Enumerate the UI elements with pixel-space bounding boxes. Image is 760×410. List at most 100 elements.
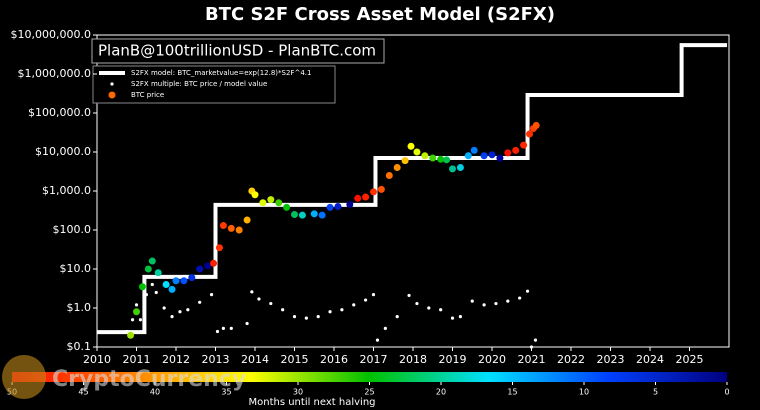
price-dot [180, 277, 188, 285]
x-tick-label: 2013 [202, 353, 230, 366]
multiple-dot [215, 329, 220, 334]
price-dot [362, 193, 370, 201]
price-dot [298, 211, 306, 219]
multiple-dot [304, 316, 308, 320]
price-dot [385, 171, 393, 179]
price-dot [243, 216, 251, 224]
colorbar-tick-label: 30 [293, 388, 303, 397]
multiple-dot [316, 315, 320, 319]
legend-label: S2FX model: BTC_marketvalue=exp(12.8)*S2… [131, 69, 311, 77]
chart-title: BTC S2F Cross Asset Model (S2FX) [205, 4, 555, 25]
multiple-dot [281, 308, 285, 312]
multiple-dot [144, 293, 148, 297]
multiple-dot [415, 301, 419, 306]
colorbar-tick-label: 5 [653, 388, 658, 397]
price-dot [480, 152, 488, 160]
price-dot [162, 281, 170, 289]
price-dot [334, 203, 342, 211]
multiple-dot [518, 296, 522, 300]
multiple-dot [470, 299, 474, 303]
multiple-dot [257, 297, 261, 301]
colorbar-tick-label: 45 [78, 388, 88, 397]
price-dot [127, 331, 135, 339]
price-dot [407, 142, 415, 150]
price-dot [204, 262, 212, 270]
price-dot [210, 259, 218, 267]
multiple-dot [494, 301, 498, 306]
price-dot [346, 201, 354, 209]
multiple-dot [395, 315, 399, 319]
multiple-dot [269, 301, 273, 306]
x-tick-label: 2023 [597, 353, 625, 366]
multiple-dot [198, 300, 202, 304]
price-dot [512, 146, 520, 154]
price-dot [148, 257, 156, 265]
price-dot [283, 203, 291, 211]
multiple-dot [138, 318, 143, 322]
price-dot [154, 269, 162, 277]
price-dot [291, 210, 298, 218]
y-tick-label: $100.0 [53, 223, 92, 236]
multiple-dot [245, 321, 249, 326]
price-dot [437, 155, 445, 163]
y-tick-label: $1,000,000.0 [18, 67, 91, 80]
x-tick-label: 2014 [241, 353, 269, 366]
legend-dot [108, 91, 116, 99]
multiple-dot [170, 315, 174, 319]
legend-box [92, 65, 336, 104]
multiple-dot [506, 299, 510, 303]
price-dot [449, 165, 456, 173]
multiple-dot [439, 308, 443, 312]
price-dot [133, 308, 140, 316]
price-dot [520, 141, 528, 149]
multiple-dot [371, 293, 376, 297]
price-dot [377, 185, 385, 193]
multiple-dot [150, 282, 154, 287]
x-tick-label: 2015 [281, 353, 309, 366]
price-dot [470, 146, 478, 154]
legend-label: BTC price [131, 91, 164, 99]
price-dot [421, 152, 429, 160]
multiple-dot [352, 303, 356, 307]
multiple-dot [229, 326, 233, 330]
x-tick-label: 2017 [360, 353, 388, 366]
multiple-dot [186, 308, 190, 312]
multiple-dot [364, 298, 368, 302]
overlay-watermark: CryptoCurrency [52, 367, 246, 392]
multiple-dot [450, 316, 455, 320]
price-dot [251, 191, 259, 199]
multiple-dot [458, 315, 462, 319]
colorbar-tick-label: 20 [436, 388, 446, 397]
colorbar [12, 372, 727, 382]
colorbar-tick-label: 25 [364, 388, 374, 397]
colorbar-tick-label: 0 [724, 388, 729, 397]
watermark: PlanB@100trillionUSD - PlanBTC.com [98, 42, 376, 60]
multiple-dot [328, 310, 332, 314]
price-dot [227, 224, 235, 232]
y-tick-label: $10,000,000.0 [11, 28, 91, 41]
price-dot [413, 148, 421, 156]
price-dot [144, 265, 152, 273]
multiple-dot [407, 293, 411, 298]
x-tick-label: 2011 [123, 353, 151, 366]
x-tick-label: 2016 [320, 353, 348, 366]
price-dot [318, 211, 326, 219]
price-dot [464, 152, 472, 160]
multiple-dot [250, 290, 254, 294]
price-dot [275, 199, 283, 207]
y-tick-label: $1,000.0 [42, 184, 91, 197]
multiple-dot [134, 303, 139, 307]
price-dot [370, 188, 377, 196]
multiple-dot [292, 315, 297, 319]
legend-dot [110, 82, 114, 86]
price-dot [393, 164, 401, 172]
price-dot [429, 154, 437, 162]
price-dot [326, 203, 334, 211]
multiple-dot [130, 318, 135, 322]
multiple-dot [162, 306, 166, 310]
x-tick-label: 2020 [478, 353, 506, 366]
y-tick-label: $10.0 [60, 262, 92, 275]
price-dot [168, 285, 176, 293]
multiple-dot [154, 290, 158, 295]
